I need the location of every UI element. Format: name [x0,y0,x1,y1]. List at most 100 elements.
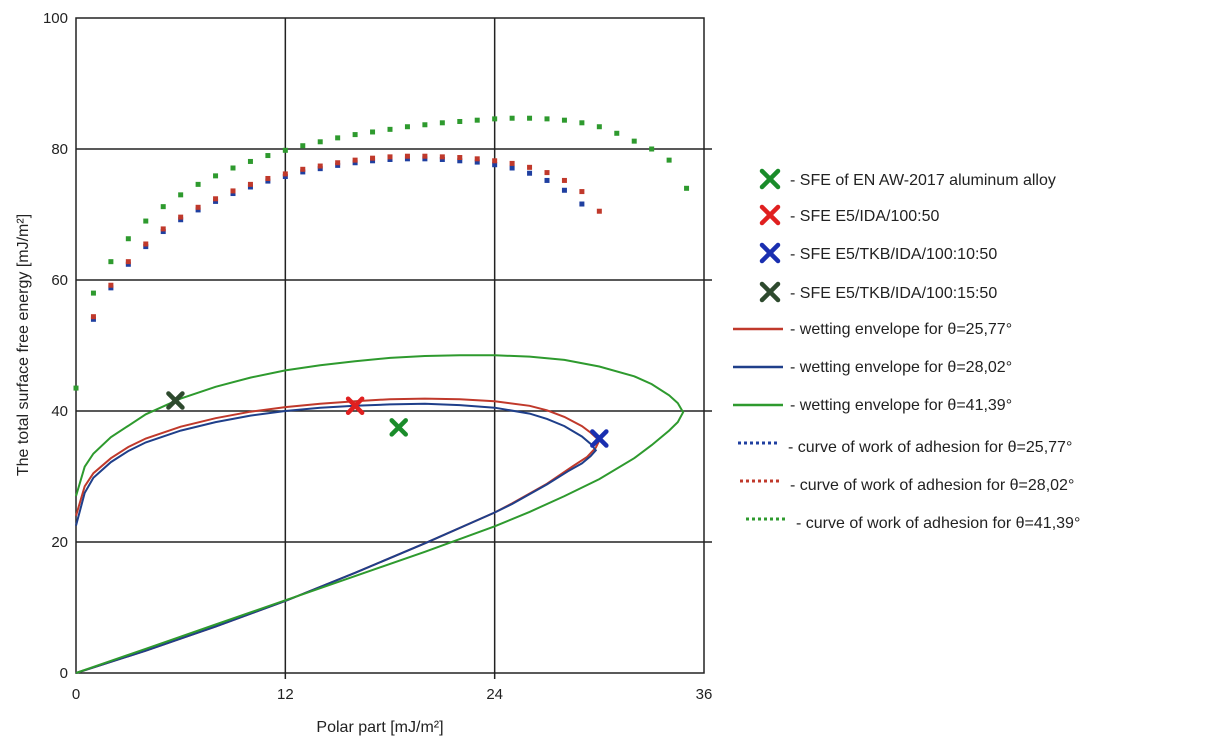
adhesion-curve-point [335,160,341,166]
adhesion-curve-point [370,155,376,161]
legend-label: - wetting envelope for θ=41,39° [790,397,1012,414]
adhesion-curve-point [317,163,323,169]
adhesion-curve-point [439,120,445,126]
adhesion-curve-point [160,204,166,210]
adhesion-curve-point [317,166,323,172]
adhesion-curve-point [614,130,620,136]
adhesion-curve-point [265,153,271,159]
adhesion-curve-point [125,236,131,242]
marker-stroke [590,429,609,448]
adhesion-curve-point [439,154,445,160]
adhesion-curve-point [561,117,567,123]
adhesion-curve-point [352,157,358,163]
y-tick-label: 20 [51,534,68,551]
legend-label: - SFE E5/IDA/100:50 [790,208,940,225]
adhesion-curve-point [579,120,585,126]
series-layer [73,115,690,674]
adhesion-curve-point [527,115,533,121]
adhesion-curve-point [247,181,253,187]
legend-label: - curve of work of adhesion for θ=28,02° [790,477,1074,494]
adhesion-curve-point [230,191,236,197]
marker-stroke [759,281,781,303]
marker-stroke [759,242,781,264]
adhesion-curve-point [195,181,201,187]
adhesion-curve-point [509,165,515,171]
adhesion-curve-point [90,314,96,320]
adhesion-curve-point [561,177,567,183]
axes: 0 20 40 60 80 100 0 12 24 36 [43,10,712,703]
adhesion-curve-point [125,259,131,265]
legend-marker [759,168,781,190]
adhesion-curve-point [230,188,236,194]
adhesion-curve-point [422,153,428,159]
adhesion-curve-point [579,189,585,195]
adhesion-curve-point [160,229,166,235]
legend-label: - SFE E5/TKB/IDA/100:10:50 [790,246,997,263]
adhesion-curve-point [282,171,288,177]
adhesion-curve-point [579,201,585,207]
adhesion-curve-point [108,285,114,291]
adhesion-curve-point [143,244,149,250]
adhesion-curve-point [352,132,358,138]
adhesion-curve-point [300,166,306,172]
adhesion-curve-point [527,170,533,176]
legend-label: - SFE E5/TKB/IDA/100:15:50 [790,285,997,302]
marker-stroke [345,396,365,416]
adhesion-curve-point [492,158,498,164]
adhesion-curve-point [90,316,96,322]
legend-label: - SFE of EN AW-2017 aluminum alloy [790,172,1056,189]
legend-label: - curve of work of adhesion for θ=25,77° [788,439,1072,456]
legend-label: - wetting envelope for θ=28,02° [790,359,1012,376]
adhesion-curve-point [282,147,288,153]
x-axis-title: Polar part [mJ/m²] [316,719,443,736]
adhesion-curve-point [143,218,149,224]
adhesion-curve-point [649,146,655,152]
adhesion-curve-point [457,155,463,161]
adhesion-curve-point [492,116,498,122]
adhesion-curve-point [474,159,480,165]
legend-marker [759,204,781,226]
adhesion-curve-point [544,116,550,122]
legend-marker [759,242,781,264]
adhesion-curve-point [300,143,306,149]
adhesion-curve-point [125,261,131,267]
adhesion-curve-point [178,192,184,198]
adhesion-curve-point [631,138,637,144]
adhesion-curve-point [509,115,515,121]
adhesion-curve-point [282,174,288,180]
adhesion-curve-point [404,124,410,130]
marker-stroke [166,391,185,410]
adhesion-curve-point [195,204,201,210]
adhesion-curve-point [596,208,602,214]
adhesion-curve-point [422,122,428,128]
adhesion-curve-point [108,259,114,265]
x-tick-label: 0 [72,686,80,703]
adhesion-curve-point [108,282,114,288]
adhesion-curve-point [370,129,376,135]
adhesion-curve-point [317,139,323,145]
adhesion-curve-point [422,156,428,162]
adhesion-curve-point [352,160,358,166]
y-axis-title: The total surface free energy [mJ/m²] [15,214,32,476]
wetting-envelope-line [75,354,685,674]
adhesion-curve-point [178,217,184,223]
adhesion-curve-point [474,117,480,123]
adhesion-curve-point [439,156,445,162]
sfe-point [389,418,408,437]
legend: - SFE of EN AW-2017 aluminum alloy - SFE … [733,168,1080,532]
adhesion-curve-point [300,169,306,175]
adhesion-curve-point [230,165,236,171]
adhesion-curve-point [684,185,690,191]
adhesion-curve-point [666,157,672,163]
adhesion-curve-point [265,175,271,181]
sfe-point [345,396,365,416]
adhesion-curve-point [387,126,393,132]
legend-label: - wetting envelope for θ=25,77° [790,321,1012,338]
adhesion-curve-point [387,156,393,162]
adhesion-curve-point [335,162,341,168]
adhesion-curve-point [73,385,79,391]
adhesion-curve-point [492,162,498,168]
adhesion-curve-point [527,164,533,170]
